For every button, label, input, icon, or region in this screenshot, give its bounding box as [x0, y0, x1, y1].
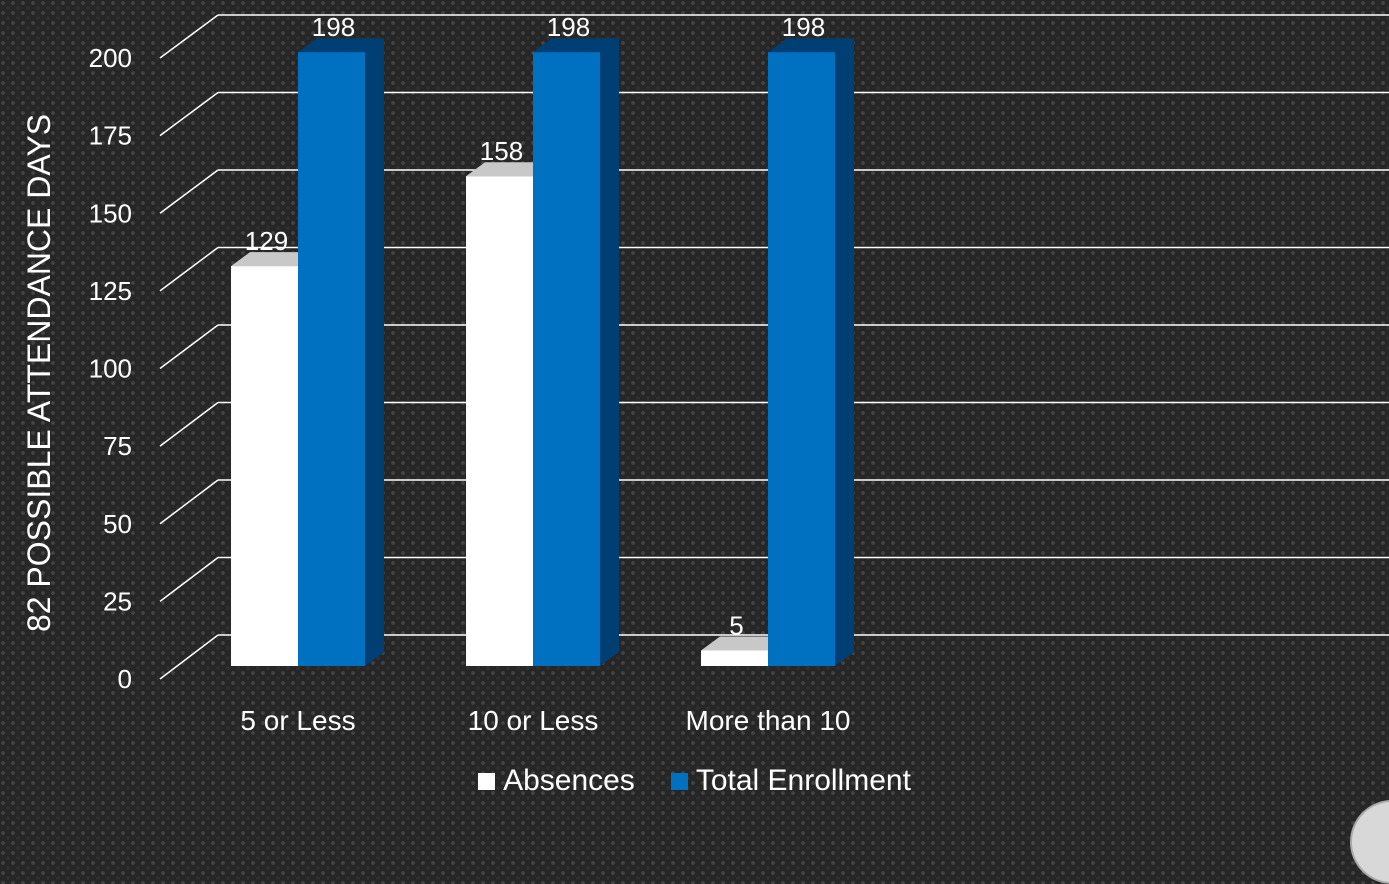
y-tick-label: 150: [89, 198, 132, 228]
bar-absences-top: [701, 636, 787, 651]
y-tick-label: 0: [118, 664, 132, 694]
x-tick-label: More than 10: [686, 705, 851, 736]
bar-absences: [701, 650, 768, 666]
legend-item-total-enrollment: Total Enrollment: [670, 764, 911, 798]
legend-swatch-absences: [478, 772, 496, 790]
y-axis-ticks: 0 25 50 75 100 125 150 175 200: [89, 43, 132, 694]
gridline-diagonal: [159, 91, 219, 137]
bar-total-enrollment-side: [365, 38, 384, 666]
data-label: 198: [782, 12, 825, 42]
bar-absences-top: [466, 162, 552, 177]
bar-total-enrollment: [768, 52, 835, 666]
bar-absences: [466, 176, 533, 666]
gridline-diagonal: [159, 634, 219, 680]
y-tick-label: 125: [89, 276, 132, 306]
legend-item-absences: Absences: [478, 764, 635, 798]
bar-total-enrollment-top: [768, 38, 854, 53]
gridline-diagonal: [159, 246, 219, 292]
y-tick-label: 175: [89, 121, 132, 151]
corner-decoration: [1350, 800, 1389, 884]
y-tick-label: 50: [103, 509, 132, 539]
bar-absences-top: [231, 252, 317, 267]
gridline-diagonal: [159, 14, 219, 59]
y-tick-label: 75: [103, 431, 132, 461]
data-label: 198: [312, 12, 355, 42]
bars: [231, 38, 854, 666]
x-tick-label: 5 or Less: [240, 705, 355, 736]
x-tick-label: 10 or Less: [468, 705, 599, 736]
data-label: 5: [729, 611, 743, 641]
gridline-diagonal: [159, 401, 219, 447]
data-label: 198: [547, 12, 590, 42]
bar-total-enrollment-top: [298, 38, 384, 53]
data-label: 158: [480, 136, 523, 166]
bar-absences: [231, 266, 298, 666]
gridline-diagonal: [159, 556, 219, 602]
legend-label-total-enrollment: Total Enrollment: [695, 764, 911, 797]
bar-total-enrollment-side: [600, 38, 619, 666]
bar-total-enrollment-top: [533, 38, 619, 53]
legend-swatch-total-enrollment: [670, 772, 688, 790]
y-tick-label: 25: [103, 586, 132, 616]
y-tick-label: 100: [89, 354, 132, 384]
x-axis-ticks: 5 or Less 10 or Less More than 10: [240, 705, 850, 736]
bar-total-enrollment: [298, 52, 365, 666]
legend: Absences Total Enrollment: [0, 764, 1389, 798]
data-label: 129: [245, 226, 288, 256]
gridline-diagonal: [159, 169, 219, 214]
gridline-diagonal: [159, 324, 219, 370]
bar-total-enrollment: [533, 52, 600, 666]
y-axis-title: 82 POSSIBLE ATTENDANCE DAYS: [21, 114, 57, 632]
gridline-diagonal: [159, 479, 219, 525]
legend-label-absences: Absences: [503, 764, 635, 797]
y-tick-label: 200: [89, 43, 132, 73]
bar-total-enrollment-side: [835, 38, 854, 666]
data-labels: 129 198 158 198 5 198: [245, 12, 825, 640]
